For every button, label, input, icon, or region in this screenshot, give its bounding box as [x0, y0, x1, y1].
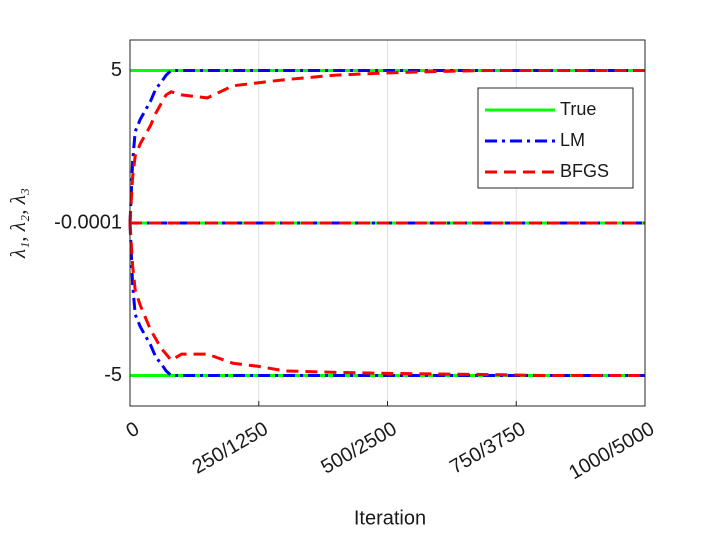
- legend-label: BFGS: [560, 161, 609, 181]
- legend-label: True: [560, 99, 596, 119]
- legend-label: LM: [560, 130, 585, 150]
- x-tick-label: 750/3750: [446, 418, 529, 479]
- x-tick-label: 500/2500: [317, 418, 400, 479]
- y-tick-label: -5: [104, 364, 122, 386]
- x-tick-label: 250/1250: [189, 418, 272, 479]
- x-tick-label: 1000/5000: [565, 418, 658, 484]
- data-line: [128, 222, 645, 377]
- x-tick-label: 0: [123, 418, 144, 443]
- y-axis-label: λ₁, λ₂, λ₃: [6, 188, 30, 259]
- y-tick-label: 5: [111, 59, 122, 81]
- y-tick-label: -0.0001: [54, 211, 122, 233]
- data-line: [128, 69, 645, 224]
- x-axis-label: Iteration: [354, 507, 426, 529]
- axes-box: [129, 39, 646, 407]
- legend-box: [477, 87, 634, 189]
